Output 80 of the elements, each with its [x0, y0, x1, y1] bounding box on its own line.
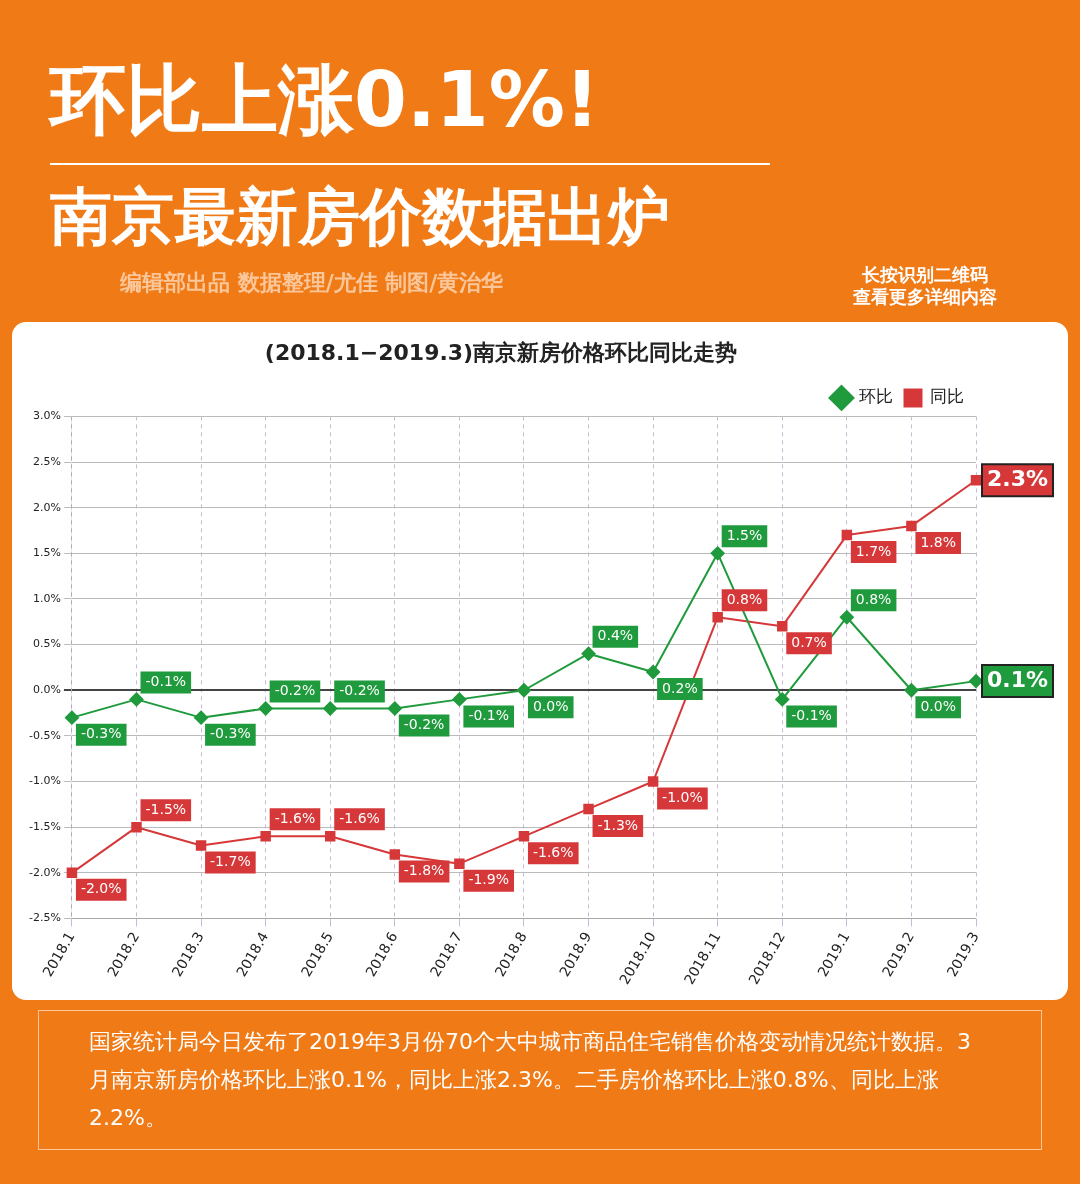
- text: 国家统计局今日发布了2019年3月份70个大中城市商品住宅销售价格变动情况统计数据。3月南京新房价格环比上涨0.1%，同比上涨2.3%。二手房价格环比上涨0.8%、同比上涨2.2%。: [38, 1010, 1042, 1150]
- data-label: -1.5%: [145, 800, 187, 817]
- point: [841, 529, 853, 541]
- point: [710, 546, 725, 561]
- y-tick-label: 1.5%: [32, 546, 61, 560]
- data-label: -1.0%: [662, 789, 703, 806]
- y-tick-label: -1.0%: [28, 774, 61, 788]
- data-label: -0.2%: [403, 716, 445, 733]
- data-label: 0.0%: [920, 697, 956, 714]
- y-tick-label: 2.5%: [32, 454, 61, 468]
- data-label: -1.6%: [274, 809, 316, 826]
- point: [839, 610, 854, 625]
- point: [970, 475, 982, 486]
- point: [324, 831, 336, 842]
- point: [904, 683, 919, 698]
- point: [129, 692, 144, 707]
- data-label: 2.3%: [987, 466, 1049, 492]
- point: [258, 701, 273, 716]
- data-label: -1.7%: [210, 853, 251, 870]
- data-label: -0.1%: [145, 673, 187, 690]
- data-label: -1.8%: [403, 862, 445, 879]
- data-label: -1.6%: [532, 843, 574, 860]
- y-tick-label: -0.5%: [28, 728, 61, 742]
- legend-label: 环比: [858, 386, 893, 407]
- point: [516, 683, 531, 698]
- point: [452, 692, 467, 707]
- y-tick-label: -2.5%: [28, 911, 61, 925]
- data-label: -2.0%: [80, 880, 122, 897]
- data-label: 0.8%: [726, 590, 763, 607]
- data-label: -1.9%: [468, 871, 510, 888]
- data-label: 1.7%: [855, 542, 892, 559]
- point: [583, 803, 594, 815]
- point: [775, 692, 790, 707]
- data-label: 0.0%: [532, 697, 569, 714]
- legend-label: 同比: [930, 386, 964, 407]
- y-tick-label: 2.0%: [32, 500, 61, 514]
- y-tick-label: 0.0%: [32, 683, 61, 697]
- point: [646, 665, 661, 679]
- point: [194, 710, 209, 725]
- y-tick-label: 1.0%: [32, 591, 61, 605]
- data-label: 0.8%: [855, 590, 892, 607]
- data-label: 0.7%: [791, 633, 827, 650]
- point: [389, 849, 401, 860]
- data-label: 0.2%: [662, 679, 698, 696]
- data-label: -0.1%: [791, 707, 832, 724]
- data-label: -1.3%: [597, 816, 639, 833]
- text: 环比上涨0.1%!: [50, 50, 770, 165]
- data-label: 1.8%: [920, 533, 956, 550]
- point: [906, 520, 917, 532]
- text: 南京最新房价数据出炉: [50, 179, 670, 255]
- point: [195, 840, 207, 851]
- text: 编辑部出品 数据整理/尤佳 制图/黄治华: [120, 268, 504, 297]
- y-tick-label: 3.0%: [32, 409, 61, 423]
- y-tick-label: -2.0%: [28, 865, 61, 879]
- data-label: -0.3%: [80, 725, 122, 742]
- point: [131, 821, 142, 833]
- point: [260, 831, 271, 842]
- data-label: -0.2%: [339, 682, 380, 699]
- data-label: 0.4%: [597, 627, 634, 644]
- data-label: -1.6%: [339, 809, 380, 826]
- data-label: -0.3%: [210, 725, 251, 742]
- data-label: 1.5%: [726, 526, 763, 543]
- text: 长按识别二维码: [861, 264, 989, 286]
- point: [323, 701, 338, 716]
- data-label: -0.2%: [274, 682, 316, 699]
- point: [777, 621, 788, 632]
- data-label: -0.1%: [468, 707, 510, 724]
- point: [64, 710, 79, 725]
- data-label: 0.1%: [987, 666, 1049, 692]
- point: [712, 611, 723, 623]
- text: 查看更多详细内容: [852, 286, 998, 308]
- point: [518, 831, 530, 842]
- point: [581, 646, 596, 661]
- point: [969, 674, 983, 689]
- point: [387, 701, 402, 716]
- chart-title: (2018.1−2019.3)南京新房价格环比同比走势: [264, 339, 738, 365]
- y-tick-label: 0.5%: [32, 637, 61, 651]
- point: [647, 776, 659, 787]
- y-tick-label: -1.5%: [28, 820, 61, 834]
- point: [454, 858, 465, 869]
